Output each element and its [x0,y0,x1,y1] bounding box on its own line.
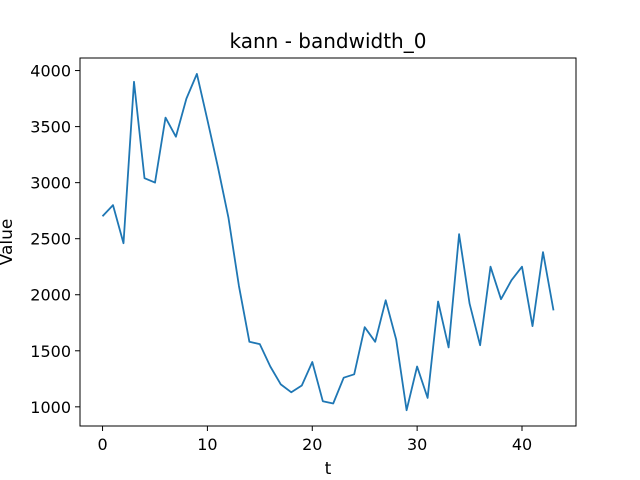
x-tick-label: 30 [407,435,427,454]
y-tick-label: 3000 [30,174,71,193]
x-tick-label: 20 [302,435,322,454]
y-tick-label: 1500 [30,342,71,361]
y-tick-label: 3500 [30,118,71,137]
y-tick-label: 1000 [30,398,71,417]
y-tick-label: 4000 [30,62,71,81]
x-axis-label: t [325,459,332,479]
x-tick-label: 0 [97,435,107,454]
chart-title: kann - bandwidth_0 [230,29,427,53]
y-tick-label: 2500 [30,230,71,249]
y-tick-label: 2000 [30,286,71,305]
series-line [101,73,555,412]
axis-ticks: 0 10 20 30 40 1000 1500 2000 2500 3000 3500 4000 [30,62,532,454]
plot-frame [79,57,577,427]
x-tick-label: 10 [197,435,217,454]
y-axis-label: Value [0,219,17,266]
x-tick-label: 40 [512,435,532,454]
